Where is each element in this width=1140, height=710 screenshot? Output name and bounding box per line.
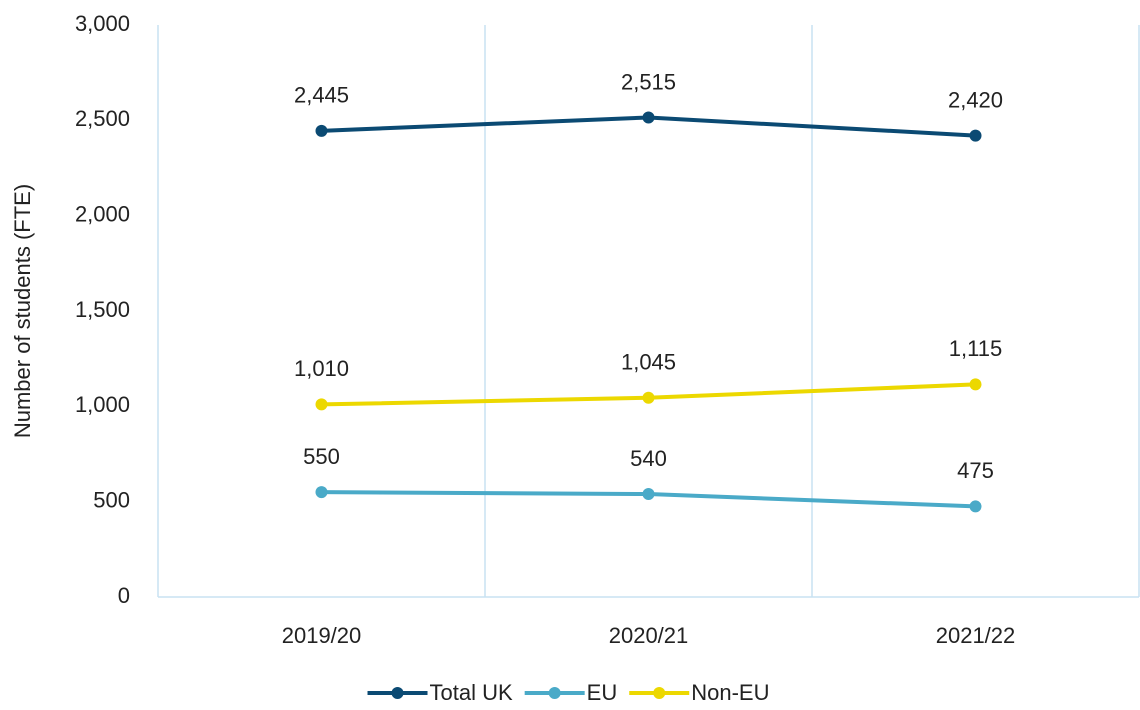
data-label: 2,445 — [294, 83, 349, 108]
point — [642, 111, 655, 124]
point — [969, 378, 982, 391]
point — [969, 129, 982, 142]
data-label: 475 — [957, 458, 994, 483]
legend-label: Total UK — [430, 680, 513, 705]
data-label: 1,010 — [294, 356, 349, 381]
legend: Total UK EU Non-EU — [367, 680, 769, 705]
legend-label: EU — [587, 680, 618, 705]
legend-item: Total UK — [367, 680, 513, 705]
data-label: 2,420 — [948, 87, 1003, 112]
point — [315, 124, 328, 137]
point — [315, 486, 328, 499]
y-tick-label: 2,000 — [75, 201, 130, 226]
legend-item: EU — [524, 680, 618, 705]
point — [969, 500, 982, 513]
y-tick-label: 1,500 — [75, 297, 130, 322]
legend-marker — [391, 687, 404, 699]
x-tick-label: 2021/22 — [936, 623, 1016, 648]
y-tick-label: 1,000 — [75, 392, 130, 417]
data-label: 540 — [630, 446, 667, 471]
data-label: 1,045 — [621, 350, 676, 375]
legend-label: Non-EU — [691, 680, 769, 705]
data-label: 550 — [303, 444, 340, 469]
data-label: 1,115 — [949, 336, 1002, 361]
y-tick-label: 2,500 — [75, 106, 130, 131]
y-tick-label: 3,000 — [75, 11, 130, 36]
y-tick-label: 500 — [93, 487, 130, 512]
legend-marker — [653, 687, 666, 699]
data-label: 2,515 — [621, 69, 676, 94]
y-tick-label: 0 — [118, 583, 130, 608]
legend-item: Non-EU — [629, 680, 769, 705]
x-tick-label: 2020/21 — [609, 623, 689, 648]
legend-marker — [548, 687, 561, 699]
y-axis-title: Number of students (FTE) — [10, 184, 35, 438]
point — [315, 398, 328, 411]
point — [642, 391, 655, 404]
point — [642, 488, 655, 501]
x-tick-label: 2019/20 — [282, 623, 362, 648]
